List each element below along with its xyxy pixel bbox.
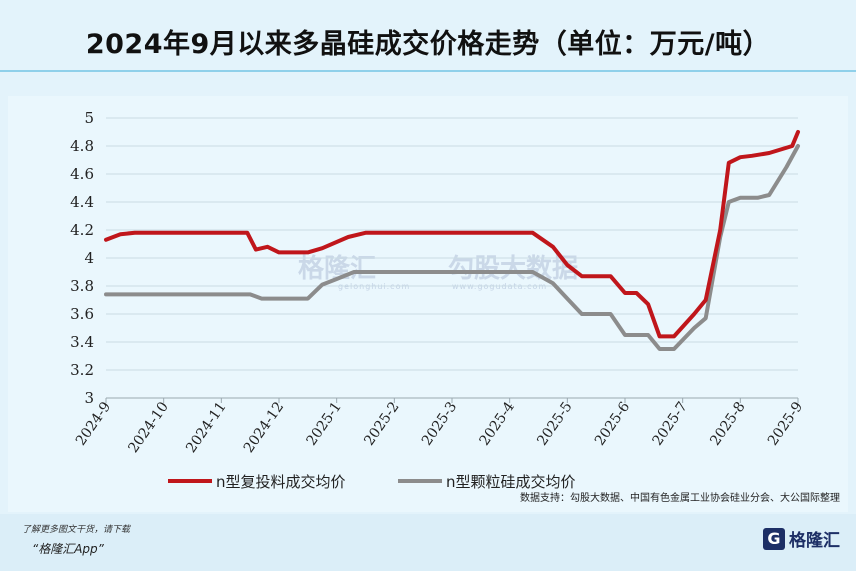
x-tick-label: 2024-10 — [125, 399, 171, 456]
legend-label-series-1: n型复投料成交均价 — [216, 472, 346, 491]
logo-name: 格隆汇 — [789, 531, 840, 551]
x-tick-label: 2025-6 — [592, 399, 633, 449]
y-tick-label: 4.6 — [70, 165, 94, 183]
x-tick-label: 2025-5 — [534, 399, 575, 449]
legend-label-series-2: n型颗粒硅成交均价 — [446, 472, 576, 491]
y-tick-label: 4.8 — [70, 137, 94, 155]
x-tick-label: 2024-11 — [183, 399, 229, 456]
y-tick-label: 3.6 — [70, 305, 94, 323]
gelonghui-logo: G 格隆汇 — [763, 526, 840, 551]
watermark-gogudata: 勾股大数据 — [448, 254, 579, 284]
logo-mark-icon: G — [763, 527, 785, 550]
legend-item-series-2: n型颗粒硅成交均价 — [398, 470, 576, 492]
x-tick-label: 2025-8 — [707, 399, 748, 449]
footer-tip: 了解更多图文干货，请下载 — [22, 525, 131, 535]
footer-app-name[interactable]: “格隆汇App” — [32, 542, 104, 556]
legend-item-series-1: n型复投料成交均价 — [168, 470, 346, 492]
title-divider — [0, 70, 856, 72]
series-line-2 — [104, 144, 800, 351]
footer: 了解更多图文干货，请下载 “格隆汇App” G 格隆汇 — [0, 514, 856, 571]
x-tick-label: 2025-4 — [477, 399, 518, 449]
y-tick-label: 4.2 — [70, 221, 94, 239]
y-tick-label: 4.4 — [70, 193, 94, 211]
x-tick-label: 2025-7 — [650, 399, 691, 449]
y-tick-label: 3 — [84, 389, 94, 407]
series-line-1 — [104, 130, 800, 339]
y-tick-label: 5 — [84, 109, 94, 127]
x-tick-label: 2025-3 — [419, 399, 460, 449]
x-tick-label: 2025-2 — [361, 399, 402, 449]
y-tick-label: 3.2 — [70, 361, 94, 379]
y-tick-label: 3.8 — [70, 277, 94, 295]
y-tick-label: 3.4 — [70, 333, 94, 351]
legend-swatch-series-2 — [398, 479, 442, 483]
chart-title: 2024年9月以来多晶硅成交价格走势（单位：万元/吨） — [85, 29, 771, 60]
source-note: 数据支持：勾股大数据、中国有色金属工业协会硅业分会、大公国际整理 — [520, 493, 840, 504]
x-tick-label: 2024-12 — [241, 399, 287, 456]
legend-swatch-series-1 — [168, 479, 212, 483]
y-tick-label: 4 — [84, 249, 94, 267]
x-tick-label: 2025-9 — [765, 399, 806, 449]
x-tick-label: 2025-1 — [304, 399, 345, 449]
